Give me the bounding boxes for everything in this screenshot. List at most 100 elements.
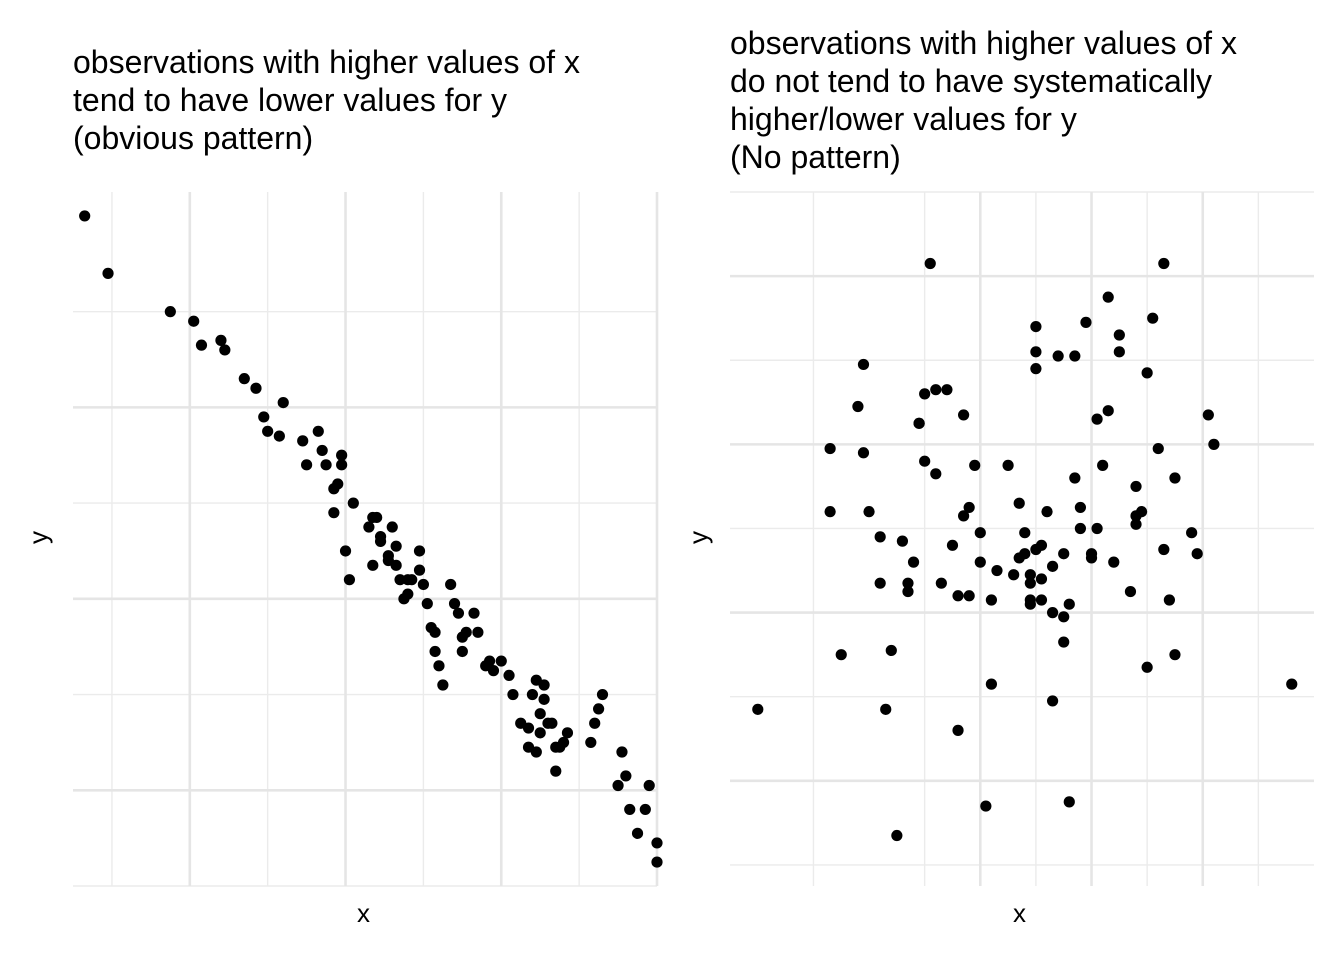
data-point [913,417,925,429]
data-point [429,645,441,658]
data-point [919,388,931,400]
data-point [320,459,332,471]
data-point [896,535,909,547]
data-point [974,556,986,568]
data-point [1102,291,1114,303]
data-point [1030,363,1042,375]
data-point [1108,556,1120,568]
data-point [534,708,546,720]
data-point [1074,522,1086,535]
data-point [262,425,274,437]
data-point [339,545,352,557]
data-point [963,501,975,514]
data-point [1169,472,1181,484]
data-point [316,444,328,457]
data-point [1046,695,1059,707]
data-point [1030,320,1042,333]
data-point [1152,442,1164,455]
data-point [336,449,348,461]
data-point [328,507,340,519]
data-point [374,531,387,543]
data-point [874,531,886,543]
data-point [460,626,472,638]
data-point [930,384,942,396]
data-point [639,803,651,816]
data-point [752,703,764,715]
data-point [79,210,91,222]
data-point [394,574,406,586]
data-point [417,578,429,591]
data-point [1063,796,1075,808]
data-point [1113,329,1125,341]
data-point [1169,649,1181,661]
data-point [857,358,870,371]
data-point [1041,506,1053,518]
data-point [585,736,597,749]
data-point [534,727,546,739]
data-point [1202,409,1214,421]
data-point [1019,548,1031,560]
data-point [336,459,348,471]
data-point [1002,459,1014,471]
data-point [343,574,356,586]
data-point [386,521,398,533]
data-point [363,521,375,533]
data-point [522,722,535,734]
data-point [1058,611,1070,623]
data-point [963,590,975,602]
data-point [468,607,480,619]
data-point [902,577,914,589]
data-point [406,574,418,586]
data-point [1147,312,1159,324]
data-point [371,511,383,524]
data-point [1130,518,1142,530]
data-point [1091,522,1103,535]
data-point [930,468,942,480]
data-point [863,506,875,518]
data-point [824,506,836,518]
data-point [526,688,539,701]
data-point [495,655,507,667]
data-point [643,779,655,792]
data-point [1186,527,1198,539]
data-point [1124,585,1137,598]
data-point [1063,598,1075,610]
data-point [1035,539,1048,551]
data-point [332,478,344,490]
data-point [941,384,953,396]
data-point [297,435,309,447]
data-point [219,344,231,356]
data-point [620,770,632,782]
data-point [852,400,864,413]
data-point [487,665,500,677]
data-point [413,564,426,576]
data-point [503,669,515,682]
data-point [195,339,208,351]
data-point [546,717,558,729]
data-point [1024,569,1036,581]
data-point [413,545,426,557]
data-point [164,306,176,318]
data-point [1208,438,1220,450]
data-point [1046,607,1059,619]
data-point [593,703,605,715]
data-point [1024,577,1036,589]
data-point [433,660,445,672]
data-point [1141,367,1153,379]
chart-panel-obvious-pattern: observations with higher values of x ten… [23,44,663,928]
data-point [301,459,313,471]
data-point [1102,405,1114,417]
data-point [880,703,892,715]
data-point [1191,548,1203,560]
data-point [273,430,285,442]
data-point [312,425,324,437]
data-point [1080,316,1092,328]
data-point [1052,350,1064,362]
data-point [891,829,903,842]
data-point [1069,350,1081,362]
chart-title: observations with higher values of x ten… [73,44,580,156]
x-axis-label: x [1013,898,1026,928]
data-point [1046,560,1059,572]
data-point [1141,661,1153,673]
data-point [631,827,644,839]
